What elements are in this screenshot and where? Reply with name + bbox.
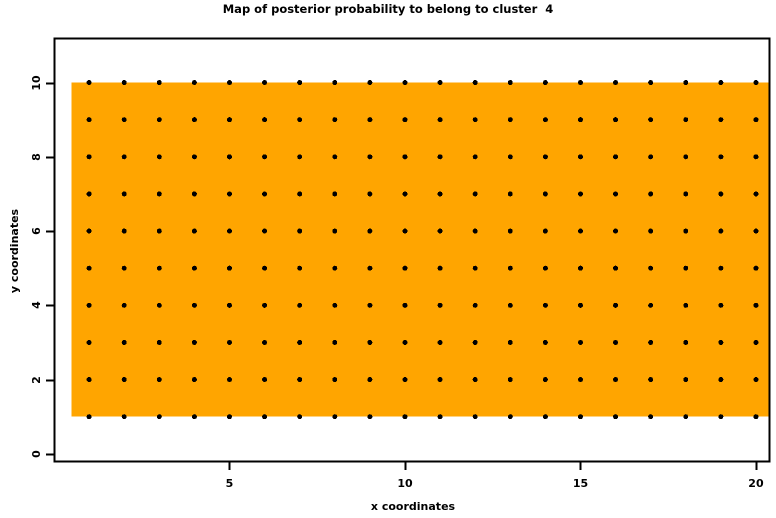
x-tick-label: 10 xyxy=(397,477,413,490)
y-tick-label: 2 xyxy=(30,375,43,384)
x-tick-label: 20 xyxy=(748,477,764,490)
x-tick-label: 5 xyxy=(225,477,234,490)
y-tick-label: 10 xyxy=(30,74,43,91)
y-tick-label: 4 xyxy=(30,301,43,310)
y-axis-label: y coordinates xyxy=(8,208,21,294)
page-title: Map of posterior probability to belong t… xyxy=(222,2,554,16)
axis-tick-marks xyxy=(46,82,758,470)
x-axis-label: x coordinates xyxy=(370,500,456,513)
y-tick-label: 8 xyxy=(30,152,43,161)
plot-box-frame xyxy=(53,37,771,463)
x-tick-label: 15 xyxy=(572,477,589,490)
y-tick-label: 0 xyxy=(30,450,43,458)
cluster-probability-region xyxy=(71,82,771,417)
y-tick-label: 6 xyxy=(30,227,43,235)
grid-point-markers xyxy=(86,80,759,420)
